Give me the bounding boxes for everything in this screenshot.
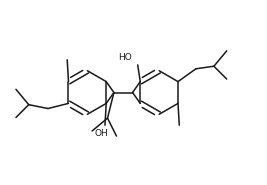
Text: HO: HO: [118, 53, 132, 62]
Text: OH: OH: [94, 129, 108, 138]
